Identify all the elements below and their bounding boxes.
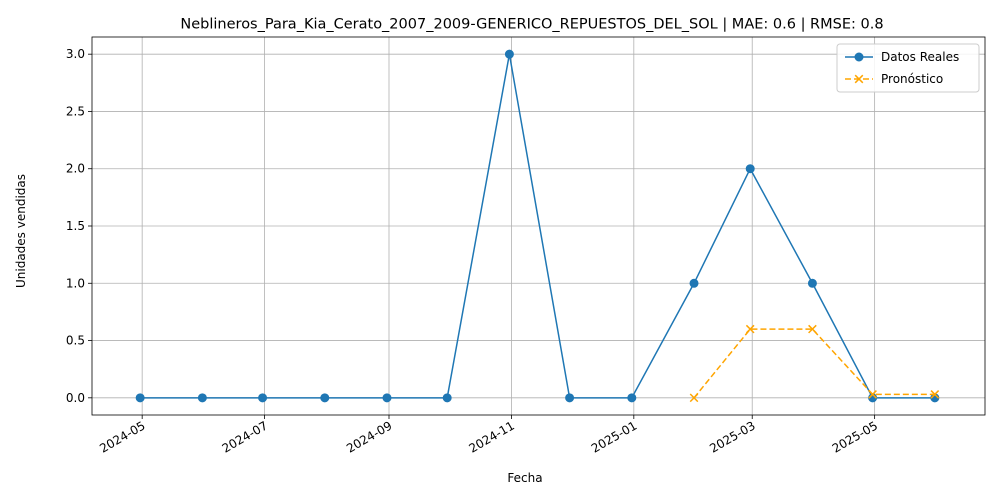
legend-item: Pronóstico bbox=[845, 72, 943, 86]
legend: Datos Reales Pronóstico bbox=[836, 43, 980, 93]
x-tick-label: 2024-09 bbox=[344, 418, 394, 455]
y-tick-label: 2.5 bbox=[66, 104, 85, 118]
x-tick-label: 2024-07 bbox=[220, 418, 270, 455]
x-tick-label: 2025-03 bbox=[707, 418, 757, 455]
x-tick-label: 2025-05 bbox=[830, 418, 880, 455]
y-tick-label: 3.0 bbox=[66, 47, 85, 61]
data-point bbox=[627, 393, 637, 403]
x-marker-stroke bbox=[745, 324, 755, 334]
data-point bbox=[320, 393, 330, 403]
y-axis: 0.0 0.5 1.0 1.5 2.0 2.5 3.0 bbox=[66, 47, 92, 405]
forecast-point bbox=[868, 390, 877, 399]
data-point bbox=[382, 393, 392, 403]
data-point bbox=[565, 393, 575, 403]
legend-label: Datos Reales bbox=[881, 50, 959, 64]
x-tick-label: 2024-11 bbox=[466, 418, 516, 455]
y-tick-label: 1.5 bbox=[66, 219, 85, 233]
y-axis-label: Unidades vendidas bbox=[14, 174, 28, 288]
y-tick-label: 0.0 bbox=[66, 391, 85, 405]
series-layer bbox=[135, 49, 940, 403]
chart-title: Neblineros_Para_Kia_Cerato_2007_2009-GEN… bbox=[180, 17, 883, 33]
data-point bbox=[745, 164, 755, 174]
forecast-point bbox=[745, 324, 755, 334]
data-point bbox=[442, 393, 452, 403]
x-tick-label: 2024-05 bbox=[97, 418, 147, 455]
series-line bbox=[140, 53, 935, 399]
grid bbox=[92, 37, 985, 415]
y-tick-label: 0.5 bbox=[66, 334, 85, 348]
y-tick-label: 2.0 bbox=[66, 162, 85, 176]
forecast-point bbox=[689, 393, 699, 403]
forecast-point bbox=[930, 390, 940, 399]
data-point bbox=[807, 278, 817, 288]
forecast-point bbox=[808, 324, 817, 334]
forecast-point bbox=[854, 74, 864, 84]
series-datos-reales bbox=[135, 49, 940, 403]
x-marker-stroke bbox=[808, 324, 817, 334]
y-tick-label: 1.0 bbox=[66, 276, 85, 290]
series-line bbox=[693, 328, 935, 399]
legend-label: Pronóstico bbox=[881, 72, 943, 86]
legend-box bbox=[836, 43, 980, 93]
x-axis-label: Fecha bbox=[507, 471, 542, 485]
data-point bbox=[135, 393, 145, 403]
x-marker-stroke bbox=[689, 393, 699, 403]
series-pronostico bbox=[689, 324, 940, 403]
x-marker-stroke bbox=[930, 390, 940, 399]
legend-item: Datos Reales bbox=[845, 50, 959, 64]
x-marker-stroke bbox=[868, 390, 877, 399]
x-axis: 2024-05 2024-07 2024-09 2024-11 2025-01 2025-… bbox=[97, 415, 880, 456]
x-marker-stroke bbox=[854, 74, 864, 84]
data-point bbox=[689, 278, 699, 288]
data-point bbox=[258, 393, 268, 403]
x-tick-label: 2025-01 bbox=[589, 418, 639, 455]
data-point bbox=[197, 393, 207, 403]
data-point bbox=[854, 52, 864, 62]
data-point bbox=[504, 49, 514, 59]
